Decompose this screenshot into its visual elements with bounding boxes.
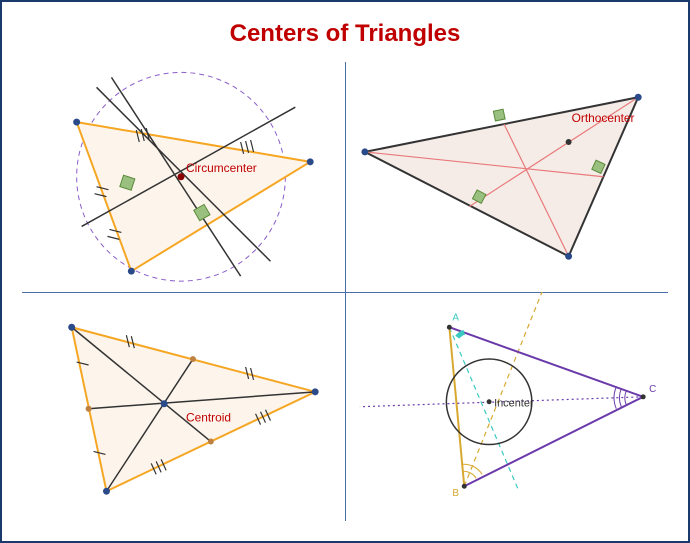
angle-arc xyxy=(619,388,621,406)
angle-arc xyxy=(614,386,616,408)
midpoint xyxy=(86,405,92,411)
triangle-side xyxy=(464,396,643,485)
vertex-point xyxy=(73,119,80,126)
vertex-point xyxy=(128,268,135,275)
midpoint xyxy=(208,438,214,444)
panel-circumcenter: Circumcenter xyxy=(22,62,345,292)
triangle xyxy=(72,327,315,491)
center-point xyxy=(161,400,168,407)
circumcenter-svg: Circumcenter xyxy=(22,62,345,292)
panel-centroid: Centroid xyxy=(22,292,345,522)
panel-orthocenter: Orthocenter xyxy=(345,62,668,292)
vertex-point xyxy=(312,388,319,395)
panel-label: Centroid xyxy=(186,410,231,424)
panel-label: Orthocenter xyxy=(572,111,635,125)
vertex-point xyxy=(462,483,467,488)
vertex-label: A xyxy=(452,312,459,323)
center-point xyxy=(487,399,492,404)
center-point xyxy=(566,139,572,145)
angle-arc xyxy=(625,390,626,404)
vertex-label: C xyxy=(649,383,656,394)
center-point xyxy=(178,173,185,180)
panel-grid: Circumcenter Orthocenter xyxy=(22,62,668,521)
panel-incenter: A C B Incenter xyxy=(345,292,668,522)
panel-label: Circumcenter xyxy=(186,161,257,175)
triangle-side xyxy=(449,327,464,486)
centroid-svg: Centroid xyxy=(22,292,345,522)
vertex-label: B xyxy=(452,488,459,499)
figure-container: Centers of Triangles xyxy=(0,0,690,543)
figure-title: Centers of Triangles xyxy=(2,20,688,48)
triangle-side xyxy=(449,327,643,397)
incenter-svg: A C B Incenter xyxy=(345,292,668,522)
angle-arc xyxy=(457,332,464,337)
vertex-point xyxy=(565,253,572,260)
midpoint xyxy=(190,356,196,362)
vertex-point xyxy=(361,148,368,155)
vertex-point xyxy=(307,158,314,165)
right-angle-icon xyxy=(493,109,505,121)
vertex-point xyxy=(447,324,452,329)
vertex-point xyxy=(103,487,110,494)
orthocenter-svg: Orthocenter xyxy=(345,62,668,292)
angle-arc xyxy=(461,464,482,474)
vertex-point xyxy=(641,394,646,399)
triangle xyxy=(77,122,311,271)
vertex-point xyxy=(68,323,75,330)
vertex-point xyxy=(635,94,642,101)
panel-label: Incenter xyxy=(494,397,534,409)
